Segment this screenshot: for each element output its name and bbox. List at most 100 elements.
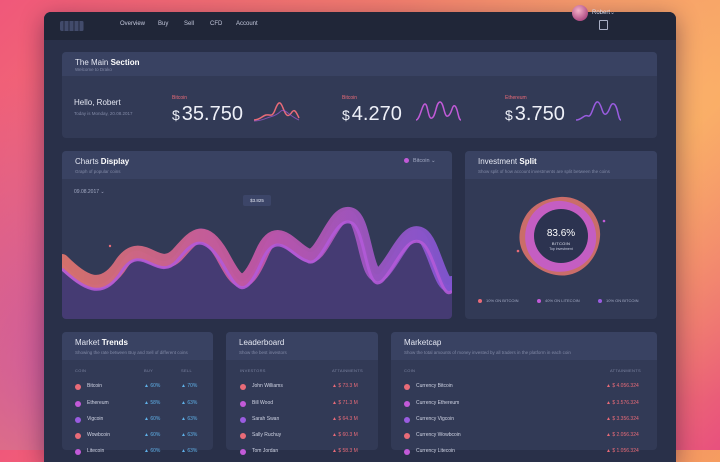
nav-account[interactable]: Account — [236, 21, 258, 27]
table-cell-investor[interactable]: John Williams — [252, 383, 283, 389]
col-header-buy: BUY — [144, 368, 154, 373]
coin-dot-icon — [404, 417, 410, 423]
table-cell-attainment: ▲ $ 58.3 M — [332, 448, 358, 454]
nav-overview[interactable]: Overview — [120, 21, 146, 27]
legend-item-2: 40% ON LITECOIN — [537, 298, 580, 303]
table-cell-buy: ▲ 58% — [144, 400, 161, 406]
leaderboard-panel: Leaderboard Show the best investors — [226, 332, 378, 450]
table-cell-buy: ▲ 60% — [144, 383, 161, 389]
table-cell-attainment: ▲ $ 4.056.324 — [606, 383, 639, 389]
marketcap-title: Marketcap — [404, 338, 442, 347]
sparkline-3 — [575, 101, 622, 121]
leaderboard-title: Leaderboard — [239, 338, 285, 347]
legend-item-1: 10% ON BITCOIN — [478, 298, 518, 303]
table-cell-sell: ▲ 70% — [181, 383, 198, 389]
charts-display-panel: Charts Display Graph of popular coins — [62, 151, 452, 319]
coin-dot-icon — [75, 417, 81, 423]
table-cell-coin[interactable]: Currency Wowbcoin — [416, 432, 461, 438]
greeting: Hello, Robert — [74, 98, 121, 107]
nav-buy[interactable]: Buy — [158, 21, 169, 27]
sparkline-1 — [253, 102, 300, 122]
coin-dot-icon — [75, 433, 81, 439]
coin-value-1: $35.750 — [172, 103, 243, 125]
coin-dot-icon — [75, 384, 81, 390]
notification-icon[interactable] — [599, 20, 608, 30]
coin-label-1: Bitcoin — [172, 95, 188, 101]
coin-value-2: $4.270 — [342, 103, 402, 125]
split-donut — [516, 196, 606, 276]
nav-cfd[interactable]: CFD — [210, 21, 223, 27]
chevron-down-icon: ⌄ — [100, 189, 105, 195]
main-section-panel: The Main Section Welcome to Drako — [62, 52, 657, 138]
col-header-coin: COIN — [75, 368, 87, 373]
coin-dot-icon — [404, 401, 410, 407]
chevron-down-icon: ⌄ — [431, 158, 436, 164]
table-cell-coin[interactable]: Currency Litecoin — [416, 448, 455, 454]
chevron-down-icon[interactable]: ⌄ — [610, 10, 616, 16]
coin-dot-icon — [404, 384, 410, 390]
col-header-attainments: ATTAINMENTS — [610, 368, 641, 373]
table-cell-coin[interactable]: Bitcoin — [87, 383, 103, 389]
top-navbar: Overview Buy Sell CFD Account — [44, 12, 676, 40]
table-cell-coin[interactable]: Ethereum — [87, 400, 109, 406]
table-cell-sell: ▲ 63% — [181, 400, 198, 406]
table-cell-attainment: ▲ $ 71.3 M — [332, 400, 358, 406]
sparkline-2 — [415, 101, 462, 121]
logo[interactable] — [60, 21, 84, 31]
investor-dot-icon — [240, 401, 246, 407]
table-cell-investor[interactable]: Tom Jordan — [252, 448, 279, 454]
table-cell-attainment: ▲ $ 3.576.324 — [606, 400, 639, 406]
coin-value-3: $3.750 — [505, 103, 565, 125]
coin-dot-icon — [404, 158, 409, 164]
marketcap-header: Marketcap Show the total amounts of mone… — [391, 332, 657, 360]
table-cell-coin[interactable]: Currency Vigcoin — [416, 416, 454, 422]
coin-label-3: Ethereum — [505, 95, 527, 101]
main-section-header: The Main Section Welcome to Drako — [62, 52, 657, 76]
greeting-date: Today is Monday, 20.08.2017 — [74, 111, 133, 116]
col-header-sell: SELL — [181, 368, 192, 373]
table-cell-attainment: ▲ $ 3.356.324 — [606, 416, 639, 422]
coin-select[interactable]: Bitcoin ⌄ — [404, 158, 436, 164]
table-cell-investor[interactable]: Bill Wood — [252, 400, 274, 406]
market-trends-header: Market Trends Showing the rate between B… — [62, 332, 213, 360]
split-percent: 83.6% — [546, 228, 576, 239]
table-cell-coin[interactable]: Wowbcoin — [87, 432, 110, 438]
date-picker[interactable]: 09.08.2017 ⌄ — [74, 189, 105, 195]
market-trends-subtitle: Showing the rate between Buy and Sell of… — [75, 350, 188, 355]
marketcap-subtitle: Show the total amounts of money invested… — [404, 350, 571, 355]
investor-dot-icon — [240, 417, 246, 423]
split-sub-label: Top investment — [549, 247, 573, 251]
nav-sell[interactable]: Sell — [184, 21, 195, 27]
table-cell-coin[interactable]: Currency Bitcoin — [416, 383, 453, 389]
table-cell-sell: ▲ 63% — [181, 448, 198, 454]
coin-dot-icon — [75, 401, 81, 407]
user-name[interactable]: Robert — [592, 10, 611, 16]
marketcap-panel: Marketcap Show the total amounts of mone… — [391, 332, 657, 450]
avatar[interactable] — [572, 5, 588, 21]
charts-display-subtitle: Graph of popular coins — [75, 169, 121, 174]
leaderboard-subtitle: Show the best investors — [239, 350, 287, 355]
table-cell-sell: ▲ 63% — [181, 416, 198, 422]
chart-tooltip: $3.825 — [243, 195, 271, 206]
investment-split-header: Investment Split Show split of how accou… — [465, 151, 657, 179]
investment-split-title: Investment Split — [478, 157, 537, 166]
table-cell-coin[interactable]: Vigcoin — [87, 416, 104, 422]
investor-dot-icon — [240, 384, 246, 390]
investment-split-subtitle: Show split of how account investments ar… — [478, 169, 610, 174]
coin-label-2: Bitcoin — [342, 95, 358, 101]
investor-dot-icon — [240, 433, 246, 439]
investment-split-panel: Investment Split Show split of how accou… — [465, 151, 657, 319]
leaderboard-header: Leaderboard Show the best investors — [226, 332, 378, 360]
table-cell-buy: ▲ 60% — [144, 416, 161, 422]
table-cell-attainment: ▲ $ 64.3 M — [332, 416, 358, 422]
table-cell-sell: ▲ 63% — [181, 432, 198, 438]
table-cell-investor[interactable]: Sally Ruchuy — [252, 432, 282, 438]
table-cell-attainment: ▲ $ 60.3 M — [332, 432, 358, 438]
table-cell-coin[interactable]: Currency Ethereum — [416, 400, 460, 406]
split-coin-label: BITCOIN — [551, 241, 571, 246]
market-trends-panel: Market Trends Showing the rate between B… — [62, 332, 213, 450]
table-cell-attainment: ▲ $ 73.3 M — [332, 383, 358, 389]
table-cell-attainment: ▲ $ 1.056.324 — [606, 448, 639, 454]
table-cell-investor[interactable]: Sarah Swan — [252, 416, 280, 422]
table-cell-coin[interactable]: Litecoin — [87, 448, 105, 454]
